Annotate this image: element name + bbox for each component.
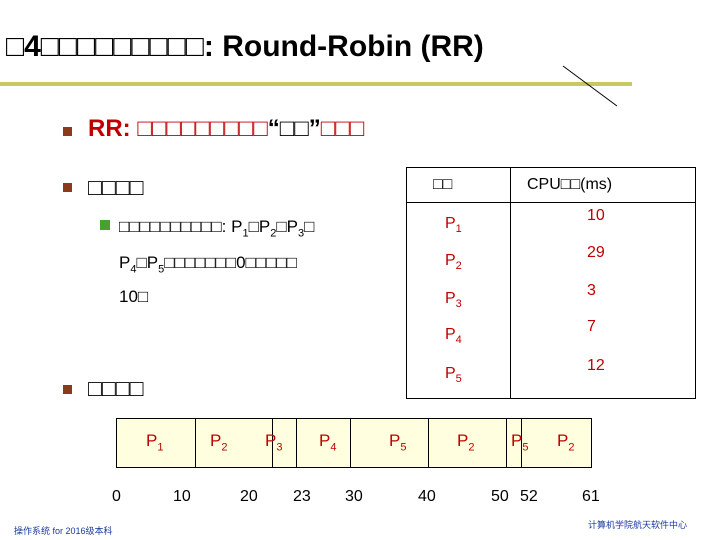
rr-definition-prefix: RR: □□□□□□□□□	[88, 115, 268, 142]
gantt-segment-divider	[272, 419, 274, 467]
example-text: □□□□□□□0□□□□□	[164, 253, 297, 272]
example-text: P	[119, 253, 131, 272]
sub-bullet-marker	[100, 220, 110, 230]
process-burst-table: □□ CPU□□(ms) P1 10 P2 29 P3 3 P4 7 P5 12	[406, 167, 696, 399]
gantt-segment-label: P5	[389, 431, 407, 454]
subscript: 5	[158, 263, 165, 276]
table-cell-process: P1	[445, 215, 462, 236]
gantt-segment-label: P5	[511, 431, 529, 454]
section-schedule-heading: □□□□	[88, 375, 144, 401]
example-text: □P	[136, 253, 159, 272]
subscript: 1	[242, 227, 249, 240]
gantt-chart-bar: P1 P2 P3 P4 P5 P2 P5 P2	[116, 418, 592, 468]
gantt-segment-label: P2	[557, 431, 575, 454]
example-text: □P	[276, 217, 298, 236]
subscript: 2	[270, 227, 277, 240]
table-cell-cpu-time: 10	[587, 207, 605, 224]
subscript: 5	[400, 441, 407, 454]
table-cell-process: P4	[445, 326, 462, 347]
gantt-segment-divider	[194, 419, 196, 467]
gantt-segment-divider	[505, 419, 507, 467]
gantt-segment-divider	[350, 419, 352, 467]
subscript: 3	[455, 298, 462, 311]
example-text: □□□□□□□□□□: P	[119, 217, 243, 236]
footer-course-label: 操作系统 for 2016级本科	[14, 526, 113, 536]
rr-definition-quoted: “□□”	[267, 115, 321, 142]
table-cell-cpu-time: 3	[587, 282, 596, 299]
subscript: 5	[455, 373, 462, 386]
subscript: 3	[297, 227, 305, 240]
section-example-heading: □□□□	[88, 174, 144, 200]
example-line-2: P4□P5□□□□□□□0□□□□□	[119, 247, 297, 285]
table-cell-process: P2	[445, 252, 462, 273]
gantt-tick-label: 0	[112, 488, 121, 505]
subscript: 1	[157, 441, 164, 454]
subscript: 5	[522, 441, 529, 454]
subscript: 1	[455, 223, 462, 236]
gantt-segment-divider	[427, 419, 429, 467]
bullet-marker	[63, 183, 72, 192]
gantt-tick-label: 20	[240, 488, 258, 505]
gantt-tick-label: 10	[173, 488, 191, 505]
table-cell-cpu-time: 7	[587, 318, 596, 335]
example-line-1: □□□□□□□□□□: P1□P2□P3□	[119, 211, 314, 249]
table-header-row: □□ CPU□□(ms)	[407, 168, 695, 203]
slide-title: □4□□□□□□□□□: Round-Robin (RR)	[6, 30, 484, 63]
title-underline	[0, 82, 632, 86]
table-cell-cpu-time: 29	[587, 244, 605, 261]
gantt-segment-label: P1	[146, 431, 164, 454]
gantt-segment-label: P3	[265, 431, 283, 454]
gantt-tick-label: 40	[418, 488, 436, 505]
bullet-marker	[63, 127, 72, 136]
subscript: 4	[455, 334, 462, 347]
rr-definition-suffix: □□□	[320, 115, 365, 142]
gantt-segment-label: P4	[319, 431, 337, 454]
subscript: 2	[568, 441, 575, 454]
subscript: 2	[455, 260, 462, 273]
column-header-process: □□	[433, 176, 453, 193]
gantt-segment-label: P2	[457, 431, 475, 454]
footer-department-label: 计算机学院航天软件中心	[588, 520, 688, 530]
gantt-tick-label: 50	[491, 488, 509, 505]
bullet-marker	[63, 385, 72, 394]
subscript: 4	[330, 441, 337, 454]
gantt-segment-divider	[295, 419, 297, 467]
gantt-tick-label: 23	[293, 488, 311, 505]
gantt-tick-label: 52	[520, 488, 538, 505]
subscript: 2	[221, 441, 228, 454]
gantt-segment-label: P2	[210, 431, 228, 454]
table-cell-cpu-time: 12	[587, 357, 605, 374]
gantt-tick-label: 61	[582, 488, 600, 505]
subscript: 2	[468, 441, 475, 454]
subscript: 3	[276, 441, 283, 454]
example-text: □P	[248, 217, 271, 236]
example-text: □	[304, 217, 315, 236]
table-cell-process: P3	[445, 290, 462, 311]
column-header-cpu-time: CPU□□(ms)	[527, 176, 613, 193]
gantt-segment-divider	[521, 419, 523, 467]
table-column-divider	[510, 168, 511, 398]
subscript: 4	[130, 263, 137, 276]
table-cell-process: P5	[445, 365, 462, 386]
rr-definition: RR: □□□□□□□□□“□□”□□□	[88, 115, 364, 143]
example-line-3: 10□	[119, 287, 149, 306]
gantt-tick-label: 30	[345, 488, 363, 505]
